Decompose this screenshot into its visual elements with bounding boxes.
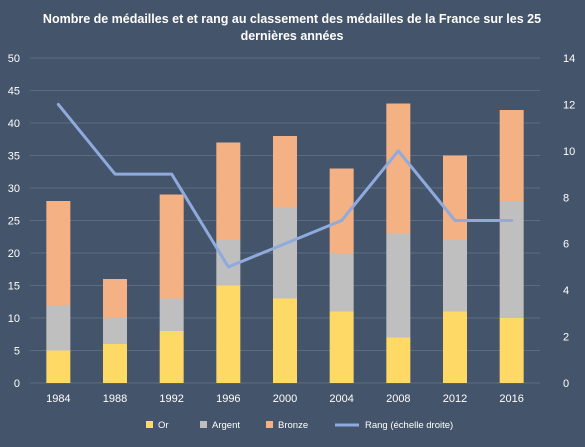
y-right-tick-label-1: 2	[563, 332, 569, 344]
y-left-tick-label-1: 5	[14, 346, 20, 358]
y-right-tick-label-3: 6	[563, 239, 569, 251]
bar-bronze-2000	[273, 136, 297, 208]
chart-title-line2: dernières années	[241, 29, 344, 43]
bar-argent-1984	[46, 305, 71, 351]
rank-line-group	[56, 102, 514, 269]
x-tick-label-2000: 2000	[273, 393, 297, 405]
x-tick-label-1984: 1984	[46, 393, 70, 405]
x-tick-label-2012: 2012	[443, 393, 467, 405]
bar-group	[46, 103, 524, 383]
y-axis-left: 0 5 10 15 20 25 30 35 40 45 50	[8, 53, 20, 390]
y-left-tick-label-2: 10	[8, 313, 20, 325]
y-right-tick-label-5: 10	[563, 146, 575, 158]
bar-or-2016	[499, 318, 524, 383]
y-left-tick-label-9: 45	[8, 86, 20, 98]
y-left-tick-label-4: 20	[8, 248, 20, 260]
bar-bronze-1996	[216, 142, 241, 240]
y-left-tick-label-8: 40	[8, 118, 20, 130]
bar-argent-2008	[386, 233, 411, 338]
y-axis-right: 0 2 4 6 8 10 12 14	[563, 53, 575, 390]
y-left-tick-label-0: 0	[14, 378, 20, 390]
y-left-tick-label-5: 25	[8, 216, 20, 228]
y-left-tick-label-7: 35	[8, 151, 20, 163]
legend-label-or: Or	[158, 420, 169, 431]
bar-argent-2000	[273, 207, 297, 299]
y-left-tick-label-6: 30	[8, 183, 20, 195]
bar-bronze-1992	[159, 194, 184, 299]
legend-swatch-argent	[200, 421, 207, 428]
bar-or-1988	[103, 344, 127, 383]
bar-or-2004	[329, 311, 354, 383]
x-tick-label-2016: 2016	[499, 393, 523, 405]
bar-bronze-1984	[46, 201, 71, 305]
x-tick-label-1992: 1992	[159, 393, 183, 405]
legend-label-rang: Rang (échelle droite)	[365, 420, 453, 431]
y-left-tick-label-10: 50	[8, 53, 20, 65]
y-right-tick-label-7: 14	[563, 53, 575, 65]
y-right-tick-label-6: 12	[563, 99, 575, 111]
x-tick-label-1996: 1996	[216, 393, 240, 405]
bar-or-2000	[273, 298, 297, 383]
bar-argent-2016	[499, 201, 524, 318]
x-axis: 1984 1988 1992 1996 2000 2004 2008 2012 2016	[46, 393, 524, 405]
bar-argent-2012	[443, 240, 467, 312]
legend-swatch-bronze	[266, 421, 273, 428]
bar-bronze-2016	[499, 110, 524, 201]
y-right-tick-label-4: 8	[563, 192, 569, 204]
y-right-tick-label-2: 4	[563, 285, 569, 297]
y-left-tick-label-3: 15	[8, 281, 20, 293]
legend-label-bronze: Bronze	[278, 420, 308, 431]
x-tick-label-2008: 2008	[386, 393, 410, 405]
y-right-tick-label-0: 0	[563, 378, 569, 390]
bar-or-1992	[159, 331, 184, 383]
bar-bronze-2012	[443, 155, 467, 240]
bar-or-1984	[46, 350, 71, 383]
bar-or-2008	[386, 337, 411, 383]
bar-argent-1992	[159, 298, 184, 331]
bar-bronze-1988	[103, 279, 127, 318]
x-tick-label-1988: 1988	[103, 393, 127, 405]
legend-label-argent: Argent	[212, 420, 240, 431]
bar-or-1996	[216, 285, 241, 383]
legend: Or Argent Bronze Rang (échelle droite)	[146, 420, 453, 431]
chart-title-line1: Nombre de médailles et et rang au classe…	[43, 12, 541, 26]
bar-argent-2004	[329, 253, 354, 312]
legend-swatch-or	[146, 421, 153, 428]
rank-line	[56, 102, 514, 269]
bar-bronze-2008	[386, 103, 411, 234]
bar-argent-1988	[103, 318, 127, 344]
x-tick-label-2004: 2004	[329, 393, 353, 405]
bar-or-2012	[443, 311, 467, 383]
